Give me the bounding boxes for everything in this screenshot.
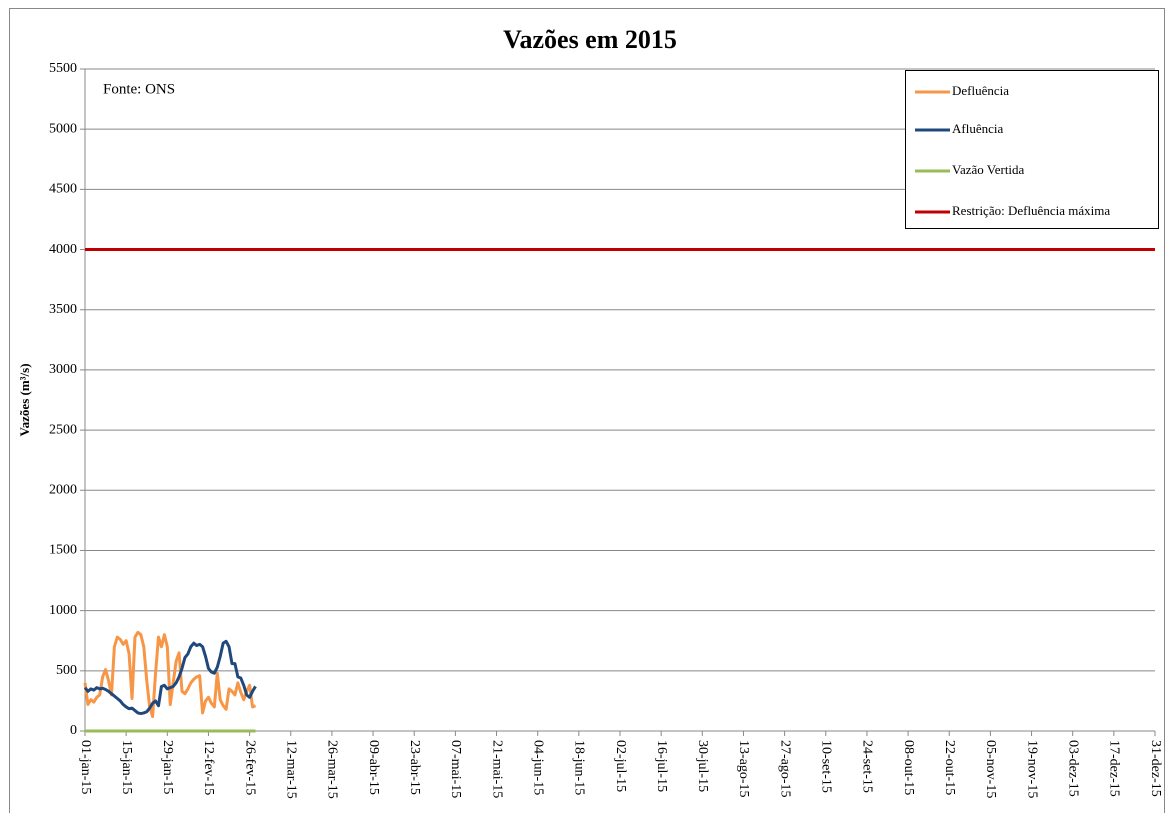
- y-tick-label: 1000: [49, 603, 77, 618]
- x-tick-label: 31-dez-15: [1148, 740, 1163, 797]
- x-tick-label: 30-jul-15: [695, 740, 710, 792]
- y-tick-label: 0: [70, 723, 77, 738]
- x-tick-label: 17-dez-15: [1107, 740, 1122, 797]
- x-tick-label: 05-nov-15: [983, 740, 998, 798]
- y-tick-label: 2500: [49, 422, 77, 437]
- y-tick-label: 4000: [49, 242, 77, 257]
- x-tick-label: 26-fev-15: [242, 740, 257, 795]
- x-tick-label: 26-mar-15: [325, 740, 340, 799]
- y-tick-label: 2000: [49, 482, 77, 497]
- y-tick-label: 3000: [49, 362, 77, 377]
- legend-label: Defluência: [952, 83, 1009, 98]
- legend-label: Restrição: Defluência máxima: [952, 203, 1110, 218]
- x-tick-label: 12-mar-15: [284, 740, 299, 799]
- y-tick-label: 500: [56, 663, 77, 678]
- y-tick-label: 5500: [49, 61, 77, 76]
- x-tick-label: 12-fev-15: [201, 740, 216, 795]
- chart-title: Vazões em 2015: [503, 25, 677, 54]
- x-tick-label: 08-out-15: [901, 740, 916, 795]
- series-line: [83, 630, 257, 719]
- x-tick-label: 18-jun-15: [572, 740, 587, 795]
- x-tick-label: 27-ago-15: [777, 740, 792, 798]
- y-tick-label: 3500: [49, 302, 77, 317]
- x-tick-label: 19-nov-15: [1024, 740, 1039, 798]
- x-tick-label: 02-jul-15: [613, 740, 628, 792]
- x-tick-label: 10-set-15: [819, 740, 834, 793]
- legend-label: Vazão Vertida: [952, 162, 1025, 177]
- x-tick-label: 16-jul-15: [654, 740, 669, 792]
- legend-box: [905, 70, 1159, 229]
- x-tick-label: 01-jan-15: [78, 740, 93, 794]
- x-tick-label: 09-abr-15: [366, 740, 381, 795]
- y-axis-label: Vazões (m³/s): [17, 363, 32, 436]
- y-tick-label: 1500: [49, 543, 77, 558]
- annotation: Fonte: ONS: [103, 81, 175, 97]
- x-tick-label: 04-jun-15: [530, 740, 545, 795]
- x-tick-label: 24-set-15: [860, 740, 875, 793]
- x-tick-label: 21-mai-15: [489, 740, 504, 798]
- series-line: [83, 639, 257, 716]
- x-tick-label: 29-jan-15: [160, 740, 175, 794]
- x-tick-label: 22-out-15: [942, 740, 957, 795]
- x-tick-label: 23-abr-15: [407, 740, 422, 795]
- x-tick-label: 03-dez-15: [1065, 740, 1080, 797]
- x-tick-label: 13-ago-15: [736, 740, 751, 798]
- y-tick-label: 4500: [49, 182, 77, 197]
- y-tick-label: 5000: [49, 121, 77, 136]
- x-tick-label: 07-mai-15: [448, 740, 463, 798]
- x-tick-label: 15-jan-15: [119, 740, 134, 794]
- legend-label: Afluência: [952, 121, 1003, 136]
